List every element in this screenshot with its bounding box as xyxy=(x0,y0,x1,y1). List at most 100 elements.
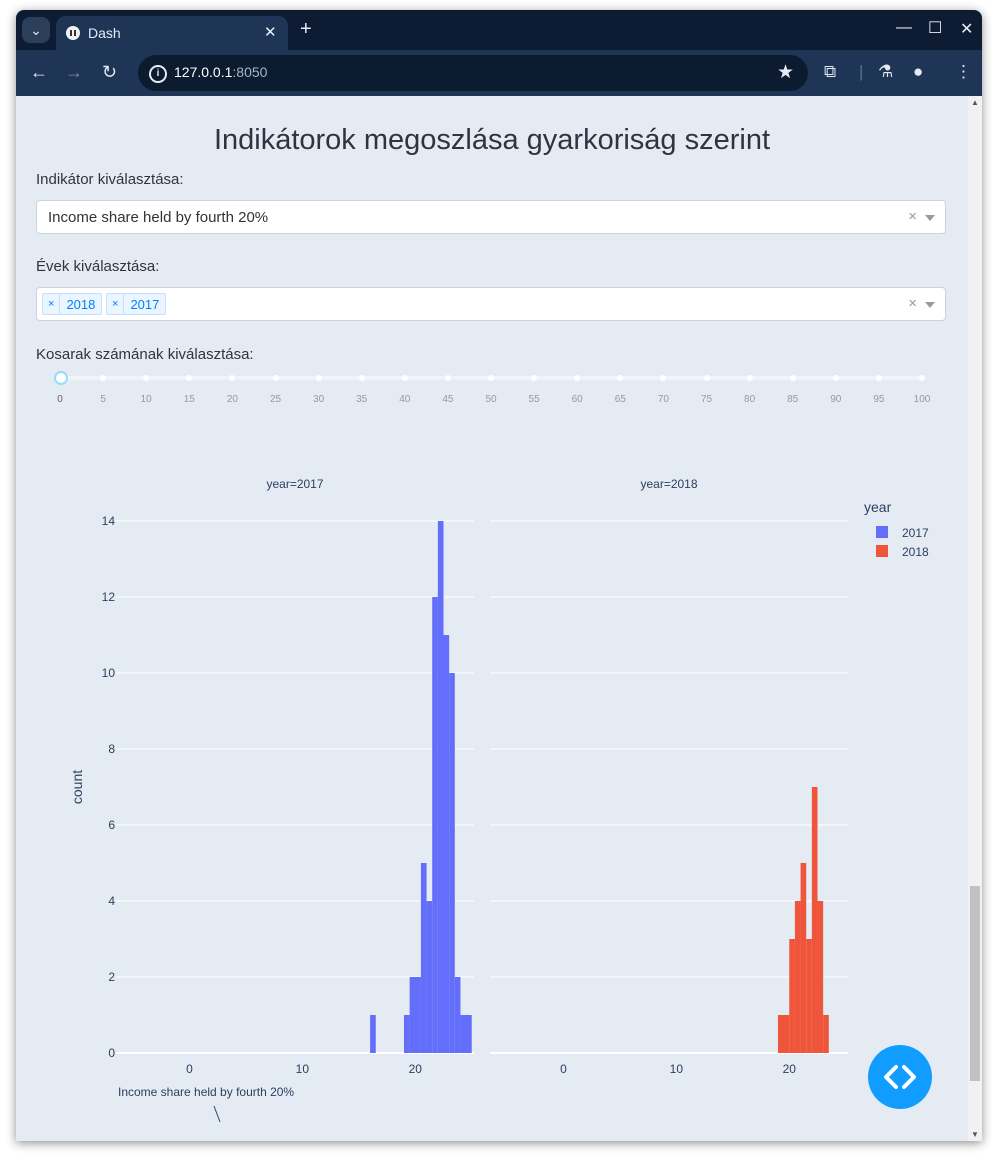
year-chip-2018: × 2018 xyxy=(42,293,103,315)
histogram-bar xyxy=(437,521,444,1053)
close-icon[interactable]: ✕ xyxy=(264,24,277,41)
histogram-bar xyxy=(811,787,818,1053)
slider-dot xyxy=(531,375,538,381)
slider-dot xyxy=(488,375,494,381)
slider-dot xyxy=(444,375,451,381)
histogram-bar xyxy=(449,673,455,1053)
x-tick-label: 20 xyxy=(409,1062,423,1076)
slider-mark: 40 xyxy=(399,394,411,405)
info-icon[interactable]: i xyxy=(149,65,167,83)
tab-dash[interactable]: Dash ✕ xyxy=(56,16,288,50)
y-tick-label: 14 xyxy=(102,514,116,528)
scrollbar[interactable]: ▲ ▼ xyxy=(968,96,982,1141)
slider-mark: 5 xyxy=(100,394,106,405)
chip-label: 2018 xyxy=(66,296,96,312)
x-tick-label: 0 xyxy=(560,1062,567,1076)
y-tick-label: 12 xyxy=(102,590,116,604)
slider-dot xyxy=(143,375,150,381)
slider-dot xyxy=(832,375,839,381)
slider-mark: 70 xyxy=(657,394,669,405)
extensions-icon[interactable]: ⧉ xyxy=(824,62,837,81)
x-tick-label: 0 xyxy=(186,1062,193,1076)
y-tick-label: 0 xyxy=(108,1046,115,1060)
chip-label: 2017 xyxy=(130,296,160,312)
chevron-down-icon[interactable] xyxy=(925,215,935,221)
year-chip-2017: × 2017 xyxy=(106,293,167,315)
slider-mark: 25 xyxy=(269,394,282,405)
menu-icon[interactable]: ⋮ xyxy=(955,62,972,81)
slider-mark: 80 xyxy=(744,394,756,405)
slider-dot xyxy=(789,375,796,381)
histogram-bar xyxy=(460,1015,472,1053)
bins-label: Kosarak számának kiválasztása: xyxy=(36,346,254,363)
browser-window: ⌄ Dash ✕ + — ☐ ✕ ← → ↻ i 127.0.0.1:8050 … xyxy=(16,10,982,1141)
remove-chip-icon[interactable]: × xyxy=(107,294,125,314)
indicator-dropdown[interactable]: Income share held by fourth 20% × xyxy=(36,200,946,234)
y-tick-label: 4 xyxy=(108,894,115,908)
forward-icon[interactable]: → xyxy=(65,62,83,82)
histogram-bar xyxy=(800,863,807,1053)
close-window-icon[interactable]: ✕ xyxy=(960,21,974,38)
x-tick-label: 10 xyxy=(670,1062,684,1076)
slider-dot xyxy=(100,375,107,381)
code-icon xyxy=(884,1065,916,1089)
histogram-bar xyxy=(409,977,421,1053)
legend-swatch xyxy=(876,526,888,538)
years-multiselect[interactable]: × 2018 × 2017 × xyxy=(36,287,946,321)
scroll-up-icon[interactable]: ▲ xyxy=(971,98,979,107)
histogram-bar xyxy=(370,1015,376,1053)
histogram-bar xyxy=(823,1015,829,1053)
y-tick-label: 10 xyxy=(102,666,116,680)
slider-mark: 60 xyxy=(571,394,583,405)
clear-icon[interactable]: × xyxy=(908,295,917,312)
y-axis-label: count xyxy=(69,770,85,804)
address-bar[interactable]: i 127.0.0.1:8050 ★ xyxy=(138,55,808,91)
dash-debug-button[interactable] xyxy=(868,1045,932,1109)
new-tab-button[interactable]: + xyxy=(300,18,312,40)
back-icon[interactable]: ← xyxy=(30,62,48,82)
slider-dot xyxy=(746,375,753,381)
slider-dot xyxy=(919,375,925,381)
histogram-bar xyxy=(817,901,824,1053)
y-tick-label: 6 xyxy=(108,818,115,832)
slider-mark: 0 xyxy=(57,394,63,405)
slider-mark: 100 xyxy=(913,394,931,405)
tab-search-icon[interactable]: ⌄ xyxy=(22,17,50,43)
years-label: Évek kiválasztása: xyxy=(36,258,160,275)
remove-chip-icon[interactable]: × xyxy=(43,294,61,314)
reload-icon[interactable]: ↻ xyxy=(102,62,118,82)
histogram-bar xyxy=(426,901,433,1053)
histogram-bar xyxy=(806,939,812,1053)
slider-handle[interactable] xyxy=(54,371,68,385)
bins-slider[interactable]: 0 5 10 15 20 25 30 35 40 45 50 55 60 65 70 75 80 85 90 95 10… xyxy=(54,366,930,416)
labs-icon[interactable]: ⚗ xyxy=(878,62,894,81)
maximize-icon[interactable]: ☐ xyxy=(928,20,943,37)
star-icon[interactable]: ★ xyxy=(776,62,794,83)
slider-mark: 95 xyxy=(873,394,885,405)
tab-title: Dash xyxy=(88,25,121,41)
tab-strip: ⌄ Dash ✕ + — ☐ ✕ xyxy=(16,10,982,50)
minimize-icon[interactable]: — xyxy=(896,19,912,36)
histogram-bar xyxy=(789,939,795,1053)
facet-title: year=2018 xyxy=(640,477,697,491)
slider-mark: 45 xyxy=(442,394,454,405)
url-text[interactable]: 127.0.0.1:8050 xyxy=(174,64,268,80)
x-label-mark xyxy=(213,1105,221,1123)
slider-mark: 10 xyxy=(140,394,152,405)
x-tick-label: 10 xyxy=(296,1062,310,1076)
slider-mark: 90 xyxy=(830,394,842,405)
scroll-thumb[interactable] xyxy=(970,886,980,1081)
slider-mark: 85 xyxy=(787,394,799,405)
profile-icon[interactable]: ● xyxy=(913,62,924,81)
slider-mark: 30 xyxy=(313,394,325,405)
histogram-bar xyxy=(443,635,450,1053)
slider-dot xyxy=(186,375,193,381)
histogram-bar xyxy=(420,863,427,1053)
histogram-bar xyxy=(777,1015,790,1053)
chevron-down-icon[interactable] xyxy=(925,302,935,308)
facet-title: year=2017 xyxy=(266,477,323,491)
legend-label: 2017 xyxy=(902,526,929,540)
histogram-bar xyxy=(794,901,801,1053)
scroll-down-icon[interactable]: ▼ xyxy=(971,1130,979,1139)
clear-icon[interactable]: × xyxy=(908,208,917,225)
